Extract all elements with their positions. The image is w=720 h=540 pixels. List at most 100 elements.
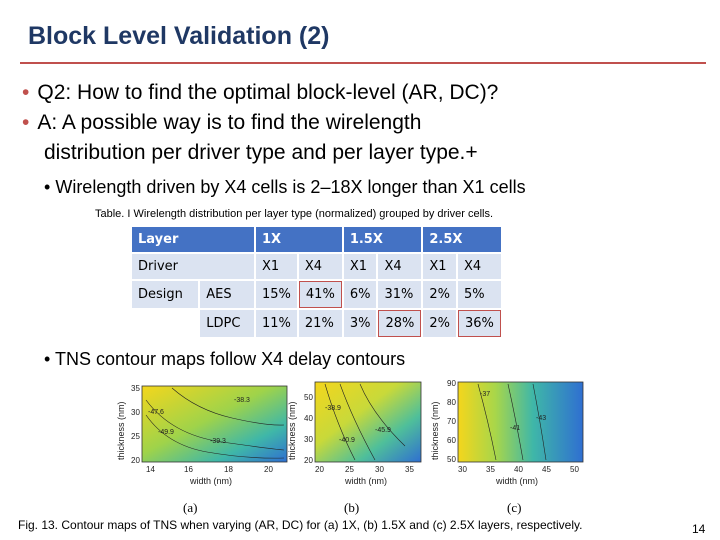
table-cell-highlight: 41%	[298, 281, 342, 308]
table-cell: X4	[378, 254, 422, 279]
table-cell: X4	[298, 254, 342, 279]
figure-caption: Fig. 13. Contour maps of TNS when varyin…	[18, 518, 583, 532]
blank-cell	[132, 310, 199, 337]
design-label: Design	[132, 281, 199, 308]
y-tick: 40	[304, 414, 313, 423]
y-tick: 80	[447, 398, 456, 407]
bullet-marker: •	[22, 111, 30, 134]
x-tick: 20	[315, 465, 324, 474]
x-tick: 40	[514, 465, 523, 474]
x-tick: 50	[570, 465, 579, 474]
table-cell: 21%	[298, 310, 342, 337]
y-tick: 20	[131, 456, 140, 465]
table-cell: 11%	[256, 310, 297, 337]
x-tick: 20	[264, 465, 273, 474]
contour-label: -49.9	[158, 429, 174, 436]
table-cell: 31%	[378, 281, 422, 308]
panel-label-b: (b)	[344, 500, 360, 515]
table-row: Design AES 15% 41% 6% 31% 2% 5%	[132, 281, 501, 308]
x-tick: 14	[146, 465, 155, 474]
header-2-5x: 2.5X	[423, 227, 501, 252]
row-name-ldpc: LDPC	[200, 310, 254, 337]
y-axis-label: thickness (nm)	[287, 401, 297, 460]
y-tick: 30	[131, 408, 140, 417]
bullet-a: • A: A possible way is to find the wirele…	[22, 108, 421, 138]
y-axis-label: thickness (nm)	[116, 401, 126, 460]
contour-line	[359, 383, 406, 447]
x-axis-label: width (nm)	[344, 476, 387, 486]
header-1x: 1X	[256, 227, 342, 252]
bullet-a-continuation: distribution per driver type and per lay…	[44, 141, 478, 164]
x-tick: 30	[458, 465, 467, 474]
bullet-marker: •	[44, 349, 51, 369]
x-tick: 35	[405, 465, 414, 474]
y-axis-label: thickness (nm)	[430, 401, 440, 460]
header-1-5x: 1.5X	[343, 227, 422, 252]
contour-line	[477, 383, 497, 461]
y-tick: 70	[447, 417, 456, 426]
y-tick: 30	[304, 435, 313, 444]
bullet-q2-text: Q2: How to find the optimal block-level …	[37, 81, 499, 104]
table-row: Driver X1 X4 X1 X4 X1 X4	[132, 254, 501, 279]
bullet-marker: •	[44, 177, 51, 197]
contour-line	[145, 414, 285, 459]
x-tick: 30	[375, 465, 384, 474]
contour-label: -38.3	[234, 397, 250, 404]
page-number: 14	[692, 522, 706, 536]
contour-plot-a: -38.3 -39.3 -47.6 -49.9 35 30 25 20 14 1…	[116, 384, 288, 486]
sub-bullet-tns: • TNS contour maps follow X4 delay conto…	[44, 347, 405, 371]
contour-line	[532, 383, 547, 461]
table-cell: 15%	[256, 281, 297, 308]
title-divider	[20, 62, 706, 64]
table-cell: X1	[256, 254, 297, 279]
sub-bullet-wirelength: • Wirelength driven by X4 cells is 2–18X…	[44, 175, 526, 199]
sub-bullet-wirelength-text: Wirelength driven by X4 cells is 2–18X l…	[55, 177, 526, 197]
y-tick: 25	[131, 432, 140, 441]
row-name-aes: AES	[200, 281, 254, 308]
table-header-row: Layer 1X 1.5X 2.5X	[132, 227, 501, 252]
table-cell: 3%	[343, 310, 377, 337]
contour-label: -47.6	[148, 409, 164, 416]
y-tick: 50	[304, 393, 313, 402]
x-tick: 18	[224, 465, 233, 474]
contour-label: -41	[510, 425, 520, 432]
table-cell-highlight: 36%	[457, 310, 501, 337]
table-cell: 2%	[423, 281, 456, 308]
table-cell-highlight: 28%	[378, 310, 422, 337]
x-axis-label: width (nm)	[495, 476, 538, 486]
contour-label: -38.9	[325, 405, 341, 412]
panel-label-a: (a)	[183, 500, 198, 515]
x-tick: 25	[345, 465, 354, 474]
table-caption: Table. I Wirelength distribution per lay…	[95, 208, 494, 220]
table-row: LDPC 11% 21% 3% 28% 2% 36%	[132, 310, 501, 337]
contour-field	[314, 381, 422, 463]
x-axis-label: width (nm)	[189, 476, 232, 486]
y-tick: 35	[131, 384, 140, 393]
contour-plot-b: -38.9 -40.9 -45.9 50 40 30 20 20 25 30 3…	[287, 381, 422, 486]
contour-field	[457, 381, 584, 463]
contour-label: -39.3	[210, 438, 226, 445]
table-cell: X4	[457, 254, 501, 279]
wirelength-table: Layer 1X 1.5X 2.5X Driver X1 X4 X1 X4 X1…	[130, 225, 503, 339]
x-tick: 45	[542, 465, 551, 474]
header-layer: Layer	[132, 227, 254, 252]
bullet-q2: • Q2: How to find the optimal block-level…	[22, 78, 498, 108]
table-cell: 5%	[457, 281, 501, 308]
contour-label: -45.9	[375, 427, 391, 434]
table-cell: X1	[343, 254, 377, 279]
contour-line	[339, 383, 376, 461]
panel-label-c: (c)	[507, 500, 522, 515]
x-tick: 35	[486, 465, 495, 474]
x-tick: 16	[184, 465, 193, 474]
contour-line	[324, 383, 356, 461]
table-cell: 2%	[423, 310, 456, 337]
table-cell: 6%	[343, 281, 377, 308]
contour-line	[145, 399, 285, 451]
contour-line	[507, 383, 524, 461]
contour-label: -40.9	[339, 437, 355, 444]
driver-label: Driver	[132, 254, 254, 279]
table-cell: X1	[423, 254, 456, 279]
y-tick: 20	[304, 456, 313, 465]
y-tick: 60	[447, 436, 456, 445]
contour-line	[171, 387, 285, 426]
